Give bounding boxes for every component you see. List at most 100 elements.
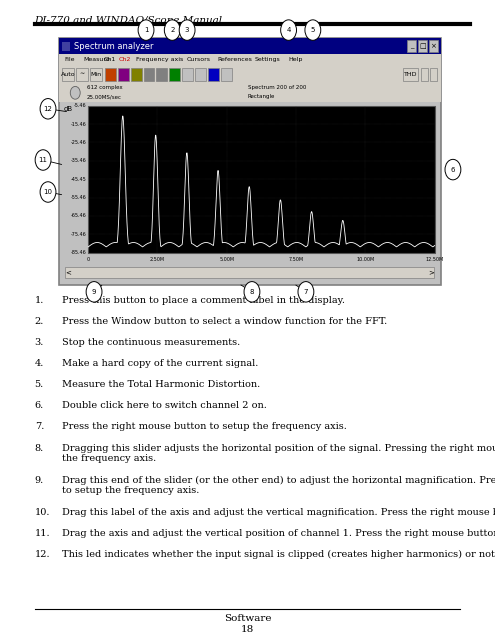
Text: Software
18: Software 18 (224, 614, 271, 634)
Text: Ch2: Ch2 (119, 57, 131, 62)
FancyBboxPatch shape (76, 68, 88, 81)
Text: Spectrum analyzer: Spectrum analyzer (74, 42, 154, 51)
Text: -65.46: -65.46 (70, 214, 86, 218)
Text: ×: × (431, 43, 436, 49)
Text: 4.: 4. (35, 359, 44, 368)
Text: 2.: 2. (35, 317, 44, 326)
Text: Drag this end of the slider (or the other end) to adjust the horizontal magnific: Drag this end of the slider (or the othe… (62, 476, 495, 495)
FancyBboxPatch shape (59, 54, 441, 65)
FancyBboxPatch shape (62, 42, 70, 51)
Text: 6.: 6. (35, 401, 44, 410)
FancyBboxPatch shape (65, 267, 434, 278)
Text: 7.: 7. (35, 422, 44, 431)
Text: -75.46: -75.46 (70, 232, 86, 237)
Text: Rectangle: Rectangle (248, 94, 275, 99)
FancyBboxPatch shape (403, 68, 418, 81)
Text: 7.50M: 7.50M (289, 257, 303, 262)
Circle shape (179, 20, 195, 40)
Text: 12.50M: 12.50M (426, 257, 444, 262)
Text: Spectrum 200 of 200: Spectrum 200 of 200 (248, 85, 306, 90)
Text: Help: Help (288, 57, 302, 62)
Text: Press this button to place a comment label in the display.: Press this button to place a comment lab… (62, 296, 345, 305)
FancyBboxPatch shape (105, 68, 116, 81)
Circle shape (305, 20, 321, 40)
Circle shape (281, 20, 297, 40)
FancyBboxPatch shape (118, 68, 129, 81)
FancyBboxPatch shape (131, 68, 142, 81)
Text: This led indicates whether the input signal is clipped (creates higher harmonics: This led indicates whether the input sig… (62, 550, 495, 559)
Text: Frequency axis: Frequency axis (136, 57, 183, 62)
Text: Double click here to switch channel 2 on.: Double click here to switch channel 2 on… (62, 401, 267, 410)
Text: -15.46: -15.46 (70, 122, 86, 127)
FancyBboxPatch shape (208, 68, 219, 81)
Text: 612 complex: 612 complex (87, 85, 122, 90)
Text: References: References (218, 57, 252, 62)
Text: Dragging this slider adjusts the horizontal position of the signal. Pressing the: Dragging this slider adjusts the horizon… (62, 444, 495, 463)
Text: Drag the axis and adjust the vertical position of channel 1. Press the right mou: Drag the axis and adjust the vertical po… (62, 529, 495, 538)
FancyBboxPatch shape (195, 68, 206, 81)
Text: 12: 12 (44, 106, 52, 112)
Text: 25.00MS/sec: 25.00MS/sec (87, 94, 122, 99)
Text: 3.: 3. (35, 338, 44, 347)
Text: THD: THD (404, 72, 418, 77)
Text: >: > (429, 269, 435, 276)
Circle shape (40, 182, 56, 202)
Text: 3: 3 (185, 27, 190, 33)
Text: 11: 11 (39, 157, 48, 163)
FancyBboxPatch shape (62, 68, 74, 81)
Text: Measure the Total Harmonic Distortion.: Measure the Total Harmonic Distortion. (62, 380, 260, 389)
Circle shape (164, 20, 180, 40)
FancyBboxPatch shape (156, 68, 167, 81)
FancyBboxPatch shape (59, 38, 441, 285)
Text: Settings: Settings (255, 57, 281, 62)
Text: 12.: 12. (35, 550, 50, 559)
FancyBboxPatch shape (430, 68, 437, 81)
FancyBboxPatch shape (182, 68, 193, 81)
Text: Ch1: Ch1 (104, 57, 116, 62)
Text: _: _ (410, 43, 413, 49)
Text: 5: 5 (311, 27, 315, 33)
Text: 1: 1 (144, 27, 148, 33)
Text: Min: Min (90, 72, 101, 77)
Text: DI-770 and WINDAQ/Scope Manual: DI-770 and WINDAQ/Scope Manual (35, 16, 223, 25)
Text: 2.50M: 2.50M (150, 257, 165, 262)
FancyBboxPatch shape (221, 68, 232, 81)
Text: -85.46: -85.46 (70, 250, 86, 255)
Text: Stop the continuous measurements.: Stop the continuous measurements. (62, 338, 240, 347)
FancyBboxPatch shape (429, 40, 438, 52)
FancyBboxPatch shape (407, 40, 416, 52)
FancyBboxPatch shape (88, 106, 435, 253)
Text: 8.: 8. (35, 444, 44, 452)
Text: 10: 10 (44, 189, 52, 195)
Text: 10.00M: 10.00M (356, 257, 374, 262)
Circle shape (86, 282, 102, 302)
Text: Cursors: Cursors (187, 57, 211, 62)
FancyBboxPatch shape (144, 68, 154, 81)
Text: -55.46: -55.46 (70, 195, 86, 200)
Text: Drag this label of the axis and adjust the vertical magnification. Press the rig: Drag this label of the axis and adjust t… (62, 508, 495, 516)
Text: ∼: ∼ (79, 72, 85, 77)
Text: dB: dB (63, 106, 72, 111)
Text: Make a hard copy of the current signal.: Make a hard copy of the current signal. (62, 359, 258, 368)
Text: -45.45: -45.45 (70, 177, 86, 182)
Text: 9: 9 (92, 289, 97, 295)
FancyBboxPatch shape (421, 68, 428, 81)
Circle shape (138, 20, 154, 40)
Text: □: □ (419, 43, 426, 49)
Text: -35.46: -35.46 (70, 158, 86, 163)
Text: 7: 7 (303, 289, 308, 295)
Text: 5.00M: 5.00M (219, 257, 234, 262)
Text: 4: 4 (287, 27, 291, 33)
Text: Auto: Auto (61, 72, 75, 77)
FancyBboxPatch shape (169, 68, 180, 81)
FancyBboxPatch shape (90, 68, 102, 81)
Text: Press the Window button to select a window function for the FFT.: Press the Window button to select a wind… (62, 317, 387, 326)
Text: 8: 8 (249, 289, 254, 295)
Circle shape (445, 159, 461, 180)
Text: 0: 0 (87, 257, 90, 262)
FancyBboxPatch shape (59, 38, 441, 54)
Text: Press the right mouse button to setup the frequency axis.: Press the right mouse button to setup th… (62, 422, 347, 431)
Text: 5.: 5. (35, 380, 44, 389)
Text: File: File (64, 57, 75, 62)
FancyBboxPatch shape (59, 83, 441, 102)
